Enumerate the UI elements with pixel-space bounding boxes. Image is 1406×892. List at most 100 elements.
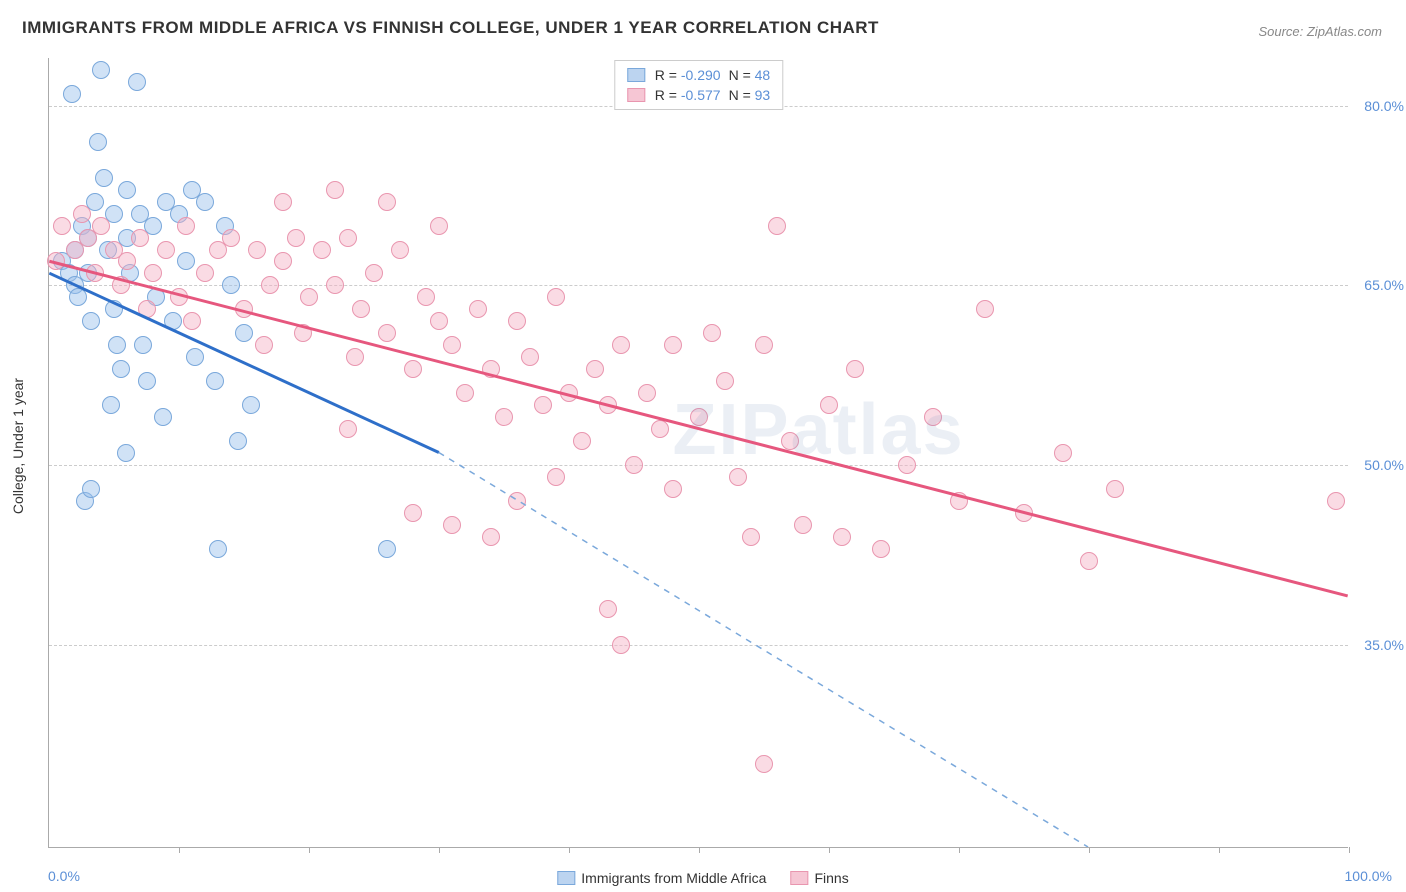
legend-swatch — [790, 871, 808, 885]
scatter-point — [89, 133, 107, 151]
scatter-point — [1015, 504, 1033, 522]
scatter-point — [118, 252, 136, 270]
scatter-point — [547, 468, 565, 486]
scatter-point — [508, 312, 526, 330]
scatter-point — [898, 456, 916, 474]
scatter-point — [560, 384, 578, 402]
scatter-point — [112, 360, 130, 378]
scatter-point — [229, 432, 247, 450]
x-tick — [1089, 847, 1090, 853]
scatter-point — [456, 384, 474, 402]
scatter-point — [86, 264, 104, 282]
scatter-point — [651, 420, 669, 438]
scatter-point — [1327, 492, 1345, 510]
scatter-point — [1106, 480, 1124, 498]
legend-stats: R = -0.577N = 93 — [655, 87, 770, 103]
scatter-point — [102, 396, 120, 414]
scatter-point — [781, 432, 799, 450]
y-axis-label: College, Under 1 year — [10, 378, 26, 514]
scatter-point — [186, 348, 204, 366]
legend-swatch — [557, 871, 575, 885]
scatter-point — [346, 348, 364, 366]
scatter-point — [134, 336, 152, 354]
x-tick — [1349, 847, 1350, 853]
scatter-point — [547, 288, 565, 306]
scatter-point — [261, 276, 279, 294]
legend-swatch — [627, 88, 645, 102]
scatter-point — [430, 312, 448, 330]
trend-line — [439, 453, 1088, 848]
legend-swatch — [627, 68, 645, 82]
scatter-point — [573, 432, 591, 450]
x-tick — [699, 847, 700, 853]
scatter-point — [82, 480, 100, 498]
series-legend-item: Finns — [790, 870, 848, 886]
scatter-point — [417, 288, 435, 306]
scatter-point — [112, 276, 130, 294]
scatter-point — [378, 540, 396, 558]
gridline — [49, 465, 1348, 466]
scatter-point — [482, 360, 500, 378]
correlation-legend: R = -0.290N = 48 R = -0.577N = 93 — [614, 60, 783, 110]
y-tick-label: 80.0% — [1364, 98, 1404, 114]
scatter-point — [833, 528, 851, 546]
scatter-point — [235, 300, 253, 318]
scatter-point — [976, 300, 994, 318]
y-tick-label: 50.0% — [1364, 457, 1404, 473]
legend-row: R = -0.577N = 93 — [627, 85, 770, 105]
scatter-point — [443, 336, 461, 354]
scatter-point — [768, 217, 786, 235]
gridline — [49, 645, 1348, 646]
scatter-point — [716, 372, 734, 390]
scatter-point — [144, 264, 162, 282]
scatter-point — [612, 636, 630, 654]
scatter-point — [625, 456, 643, 474]
scatter-point — [599, 600, 617, 618]
scatter-point — [108, 336, 126, 354]
scatter-point — [703, 324, 721, 342]
scatter-point — [586, 360, 604, 378]
scatter-point — [118, 181, 136, 199]
scatter-point — [326, 276, 344, 294]
scatter-point — [196, 193, 214, 211]
scatter-point — [1080, 552, 1098, 570]
scatter-point — [69, 288, 87, 306]
scatter-point — [47, 252, 65, 270]
scatter-point — [248, 241, 266, 259]
scatter-point — [378, 193, 396, 211]
scatter-point — [53, 217, 71, 235]
scatter-point — [820, 396, 838, 414]
legend-row: R = -0.290N = 48 — [627, 65, 770, 85]
scatter-point — [404, 504, 422, 522]
scatter-point — [495, 408, 513, 426]
scatter-point — [638, 384, 656, 402]
scatter-point — [177, 217, 195, 235]
scatter-point — [742, 528, 760, 546]
scatter-point — [242, 396, 260, 414]
scatter-point — [534, 396, 552, 414]
scatter-point — [294, 324, 312, 342]
series-legend: Immigrants from Middle AfricaFinns — [557, 870, 848, 886]
scatter-point — [482, 528, 500, 546]
scatter-point — [95, 169, 113, 187]
chart-plot-area: ZIPatlas R = -0.290N = 48R = -0.577N = 9… — [48, 58, 1348, 848]
x-tick — [959, 847, 960, 853]
legend-stats: R = -0.290N = 48 — [655, 67, 770, 83]
scatter-point — [82, 312, 100, 330]
scatter-point — [63, 85, 81, 103]
scatter-point — [222, 276, 240, 294]
gridline — [49, 285, 1348, 286]
scatter-point — [391, 241, 409, 259]
y-tick-label: 65.0% — [1364, 277, 1404, 293]
scatter-point — [73, 205, 91, 223]
scatter-point — [599, 396, 617, 414]
chart-title: IMMIGRANTS FROM MIDDLE AFRICA VS FINNISH… — [22, 18, 879, 38]
scatter-point — [872, 540, 890, 558]
scatter-point — [690, 408, 708, 426]
scatter-point — [274, 252, 292, 270]
scatter-point — [443, 516, 461, 534]
scatter-point — [274, 193, 292, 211]
scatter-point — [950, 492, 968, 510]
scatter-point — [508, 492, 526, 510]
scatter-point — [339, 229, 357, 247]
